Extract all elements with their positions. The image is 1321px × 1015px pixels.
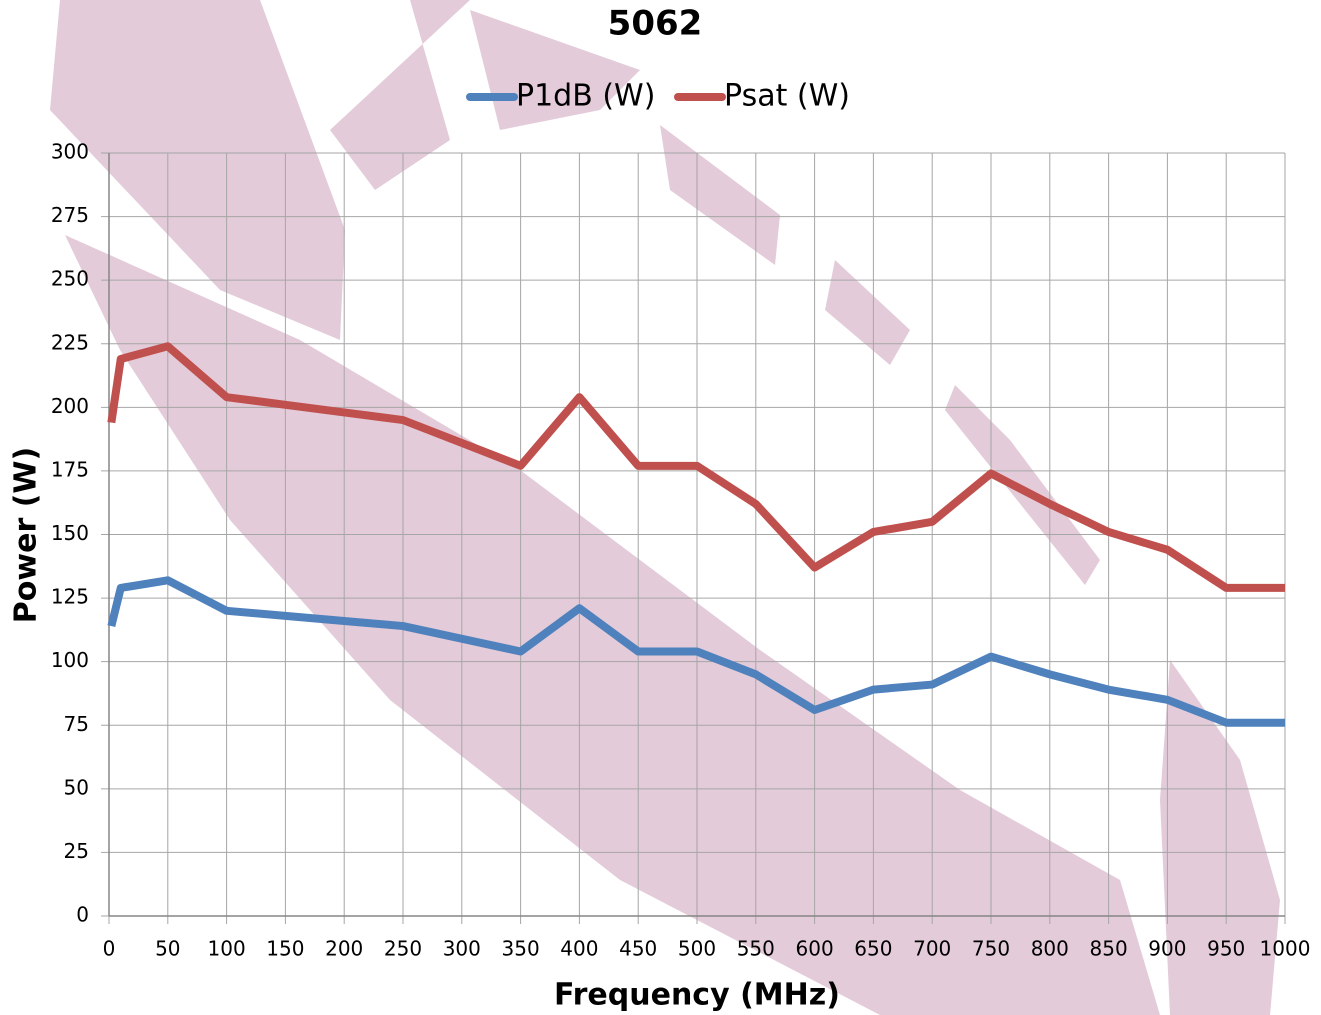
y-tick-label: 250 xyxy=(51,267,89,291)
y-tick-label: 125 xyxy=(51,585,89,609)
x-tick-label: 450 xyxy=(619,937,657,961)
x-tick-label: 50 xyxy=(155,937,180,961)
x-tick-label: 950 xyxy=(1207,937,1245,961)
x-tick-label: 550 xyxy=(737,937,775,961)
x-tick-label: 1000 xyxy=(1260,937,1311,961)
y-tick-label: 75 xyxy=(64,712,89,736)
x-tick-label: 250 xyxy=(384,937,422,961)
x-tick-label: 700 xyxy=(913,937,951,961)
x-tick-label: 200 xyxy=(325,937,363,961)
x-axis-title: Frequency (MHz) xyxy=(554,978,840,1013)
y-tick-label: 100 xyxy=(51,648,89,672)
y-axis-title: Power (W) xyxy=(9,447,44,623)
chart-title: 5062 xyxy=(608,4,703,44)
y-tick-label: 50 xyxy=(64,775,89,799)
x-tick-label: 850 xyxy=(1090,937,1128,961)
y-tick-label: 225 xyxy=(51,330,89,354)
chart: 5062 Frequency (MHz) Power (W) 0 25 50 75 10… xyxy=(0,0,1321,1015)
y-tick-label: 150 xyxy=(51,521,89,545)
x-tick-label: 400 xyxy=(560,937,598,961)
x-tick-label: 150 xyxy=(266,937,304,961)
x-tick-label: 800 xyxy=(1031,937,1069,961)
y-tick-label: 175 xyxy=(51,457,89,481)
x-tick-label: 300 xyxy=(443,937,481,961)
y-tick-label: 200 xyxy=(51,394,89,418)
x-tick-label: 650 xyxy=(854,937,892,961)
y-tick-label: 275 xyxy=(51,203,89,227)
x-tick-label: 600 xyxy=(796,937,834,961)
y-tick-label: 25 xyxy=(64,839,89,863)
legend-label: P1dB (W) xyxy=(516,79,655,114)
x-tick-label: 100 xyxy=(208,937,246,961)
y-tick-label: 0 xyxy=(76,903,89,927)
x-tick-label: 750 xyxy=(972,937,1010,961)
legend-label: Psat (W) xyxy=(724,79,850,114)
x-tick-label: 350 xyxy=(502,937,540,961)
x-tick-label: 900 xyxy=(1148,937,1186,961)
watermark xyxy=(50,0,1280,1015)
x-tick-label: 0 xyxy=(103,937,116,961)
y-tick-label: 300 xyxy=(51,140,89,164)
x-tick-label: 500 xyxy=(678,937,716,961)
